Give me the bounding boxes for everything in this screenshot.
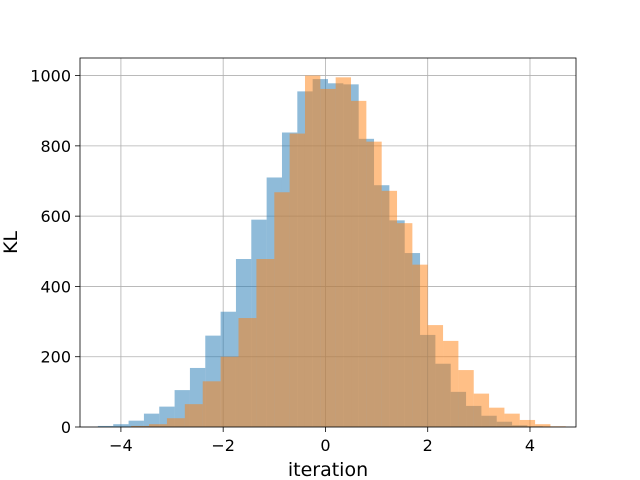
histogram-bar-series-2	[366, 141, 382, 427]
y-tick-label: 800	[40, 137, 71, 156]
histogram-bar-series-2	[304, 75, 321, 428]
y-tick-label: 600	[40, 207, 71, 226]
histogram-bar-series-2	[289, 133, 305, 428]
histogram-bar-series-2	[535, 424, 551, 427]
x-axis-label: iteration	[288, 459, 368, 480]
histogram-bar-series-2	[427, 325, 444, 427]
histogram-bar-series-2	[351, 100, 367, 428]
histogram-bar-series-1	[113, 424, 129, 427]
histogram-bar-series-2	[504, 413, 520, 427]
histogram-bar-series-2	[489, 407, 505, 427]
x-tick-label: 4	[525, 436, 535, 455]
histogram-bar-series-2	[184, 404, 203, 427]
histogram-bar-series-2	[397, 223, 413, 427]
histogram-bar-series-1	[97, 425, 114, 427]
x-tick-label: 0	[320, 436, 330, 455]
histogram-bar-series-2	[320, 88, 336, 427]
histogram-bar-series-2	[238, 318, 257, 427]
x-tick-label: 2	[423, 436, 433, 455]
histogram-bar-series-2	[149, 424, 167, 427]
x-tick-label: −4	[109, 436, 133, 455]
y-tick-label: 0	[61, 418, 71, 437]
histogram-bar-series-2	[220, 356, 239, 427]
histogram-bar-series-2	[202, 381, 221, 427]
histogram-bar-series-2	[519, 419, 536, 427]
histogram-bar-series-2	[166, 418, 185, 427]
y-tick-label: 200	[40, 348, 71, 367]
histogram-bar-series-2	[256, 259, 275, 427]
histogram-bar-series-2	[412, 264, 428, 427]
histogram-bar-series-1	[143, 413, 160, 427]
histogram-bar-series-2	[473, 393, 490, 427]
y-axis-label: KL	[0, 231, 22, 254]
axis-ticks: −4 −2 0 2 4 0 200 400 600 800 1000	[30, 67, 535, 455]
histogram-bar-series-2	[274, 192, 290, 427]
y-tick-label: 1000	[30, 67, 71, 86]
histogram-bars	[97, 75, 566, 428]
histogram-bar-series-1	[128, 420, 144, 427]
histogram-bar-series-2	[131, 425, 150, 427]
y-tick-label: 400	[40, 277, 71, 296]
histogram-bar-series-2	[458, 370, 474, 427]
plot-frame	[79, 57, 577, 428]
histogram-bar-series-2	[381, 190, 398, 427]
histogram-bar-series-2	[335, 77, 352, 427]
x-tick-label: −2	[211, 436, 235, 455]
histogram-bar-series-2	[443, 340, 459, 427]
